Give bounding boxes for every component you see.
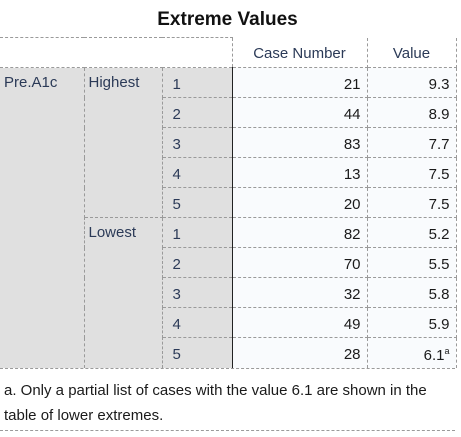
case-number-cell[interactable]: 83 [232,127,368,158]
case-number-cell[interactable]: 13 [232,157,368,188]
case-number-cell[interactable]: 82 [232,217,368,248]
value-cell[interactable]: 5.5 [367,247,457,278]
table-row: 3 83 7.7 [0,127,457,158]
value-cell[interactable]: 5.8 [367,277,457,308]
group-label-highest[interactable]: Highest [84,67,163,218]
rank-label[interactable]: 1 [162,67,233,98]
value-cell[interactable]: 5.9 [367,307,457,338]
table-row: 5 20 7.5 [0,187,457,218]
table-row: Lowest 1 82 5.2 [0,217,457,368]
group-label-lowest[interactable]: Lowest [84,217,163,368]
rank-label[interactable]: 3 [162,277,233,308]
table-row: 2 70 5.5 [0,247,457,278]
rank-label[interactable]: 5 [162,337,233,368]
value-cell[interactable]: 7.5 [367,157,457,188]
table-row: 2 44 8.9 [0,97,457,128]
rank-label[interactable]: 3 [162,127,233,158]
case-number-cell[interactable]: 49 [232,307,368,338]
variable-label[interactable]: Pre.A1c [0,67,85,368]
case-number-cell[interactable]: 28 [232,337,368,368]
case-number-cell[interactable]: 20 [232,187,368,218]
footnote-text: a. Only a partial list of cases with the… [4,382,427,424]
rank-label[interactable]: 4 [162,307,233,338]
table-title: Extreme Values [157,9,298,30]
col-header-value[interactable]: Value [367,37,457,68]
value-cell[interactable]: 7.7 [367,127,457,158]
table-bottom-rule [0,430,455,431]
rank-label[interactable]: 1 [162,217,233,248]
case-number-cell[interactable]: 70 [232,247,368,278]
value-cell[interactable]: 9.3 [367,67,457,98]
extreme-values-table: Case Number Value Pre.A1c Highest 1 21 9… [0,37,457,368]
rank-label[interactable]: 2 [162,97,233,128]
rank-label[interactable]: 4 [162,157,233,188]
value-cell[interactable]: 6.1a [367,337,457,368]
rank-label[interactable]: 5 [162,187,233,218]
table-row: 5 28 6.1a [0,337,457,368]
case-number-cell[interactable]: 21 [232,67,368,98]
case-number-cell[interactable]: 32 [232,277,368,308]
header-row: Case Number Value [0,37,457,68]
value-text: 6.1 [423,347,445,364]
value-cell[interactable]: 8.9 [367,97,457,128]
table-row: 4 13 7.5 [0,157,457,188]
footnote-divider [0,368,455,369]
col-header-case-number[interactable]: Case Number [231,37,368,68]
table-row: 3 32 5.8 [0,277,457,308]
table-row: 4 49 5.9 [0,307,457,338]
footnote-marker: a [444,346,450,356]
value-cell[interactable]: 5.2 [367,217,457,248]
case-number-cell[interactable]: 44 [232,97,368,128]
rank-label[interactable]: 2 [162,247,233,278]
table-row: Pre.A1c Highest 1 21 9.3 [0,67,457,368]
value-cell[interactable]: 7.5 [367,187,457,218]
corner-cell [0,37,232,68]
